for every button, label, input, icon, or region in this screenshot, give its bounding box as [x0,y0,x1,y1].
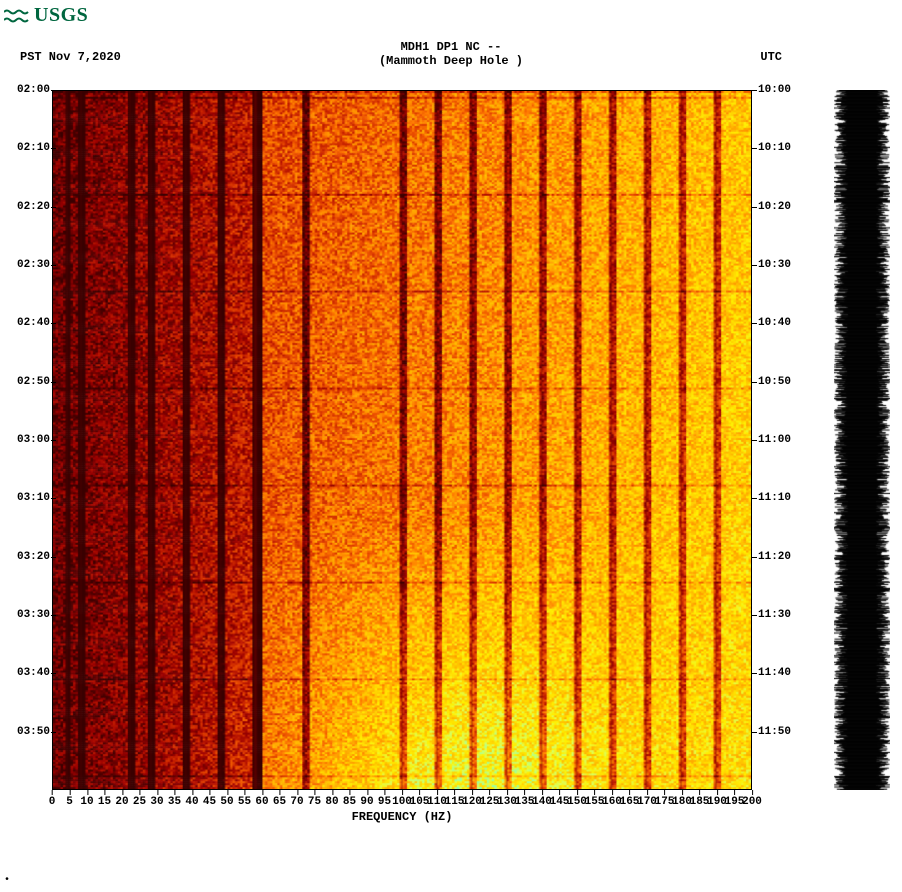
corner-mark: • [4,875,10,886]
x-tick: 15 [98,796,111,808]
y-right-tick: 10:30 [758,259,806,271]
y-left-tick: 03:00 [2,434,50,446]
y-left-tick: 02:10 [2,142,50,154]
x-axis-ticks: 0510152025303540455055606570758085909510… [52,792,752,812]
y-axis-left-pst: 02:0002:1002:2002:3002:4002:5003:0003:10… [2,90,50,790]
y-right-tick: 10:00 [758,84,806,96]
x-tick: 35 [168,796,181,808]
y-left-tick: 03:10 [2,492,50,504]
x-tick: 0 [49,796,56,808]
x-tick: 75 [308,796,321,808]
x-tick: 30 [150,796,163,808]
spectrogram-canvas [53,91,751,789]
x-tick: 85 [343,796,356,808]
y-right-tick: 11:20 [758,551,806,563]
x-axis-label: FREQUENCY (HZ) [52,810,752,824]
seismogram-canvas [834,90,890,790]
x-tick: 40 [185,796,198,808]
x-tick: 10 [80,796,93,808]
x-tick: 50 [220,796,233,808]
y-left-tick: 02:40 [2,317,50,329]
spectrogram-plot [52,90,752,790]
x-tick: 70 [290,796,303,808]
y-right-tick: 11:10 [758,492,806,504]
x-tick: 95 [378,796,391,808]
y-right-tick: 10:40 [758,317,806,329]
y-left-tick: 03:40 [2,667,50,679]
seismogram-trace [834,90,890,790]
usgs-wave-icon [4,9,30,23]
y-axis-right-utc: 10:0010:1010:2010:3010:4010:5011:0011:10… [758,90,806,790]
x-tick: 200 [742,796,762,808]
x-tick: 45 [203,796,216,808]
y-left-tick: 03:20 [2,551,50,563]
x-tick: 5 [66,796,73,808]
usgs-logo: USGS [4,4,88,27]
x-tick: 60 [255,796,268,808]
y-right-tick: 10:10 [758,142,806,154]
x-tick: 55 [238,796,251,808]
y-right-tick: 11:40 [758,667,806,679]
y-right-tick: 11:50 [758,726,806,738]
y-left-tick: 02:30 [2,259,50,271]
utc-label: UTC [760,50,782,64]
y-right-tick: 11:30 [758,609,806,621]
y-right-tick: 11:00 [758,434,806,446]
x-tick: 20 [115,796,128,808]
y-left-tick: 03:50 [2,726,50,738]
y-left-tick: 02:20 [2,201,50,213]
y-left-tick: 03:30 [2,609,50,621]
y-right-tick: 10:50 [758,376,806,388]
x-tick: 65 [273,796,286,808]
x-tick: 80 [325,796,338,808]
x-tick: 25 [133,796,146,808]
pst-label: PST Nov 7,2020 [20,50,121,64]
y-left-tick: 02:00 [2,84,50,96]
y-right-tick: 10:20 [758,201,806,213]
x-tick: 90 [360,796,373,808]
usgs-logo-text: USGS [34,4,88,27]
y-left-tick: 02:50 [2,376,50,388]
